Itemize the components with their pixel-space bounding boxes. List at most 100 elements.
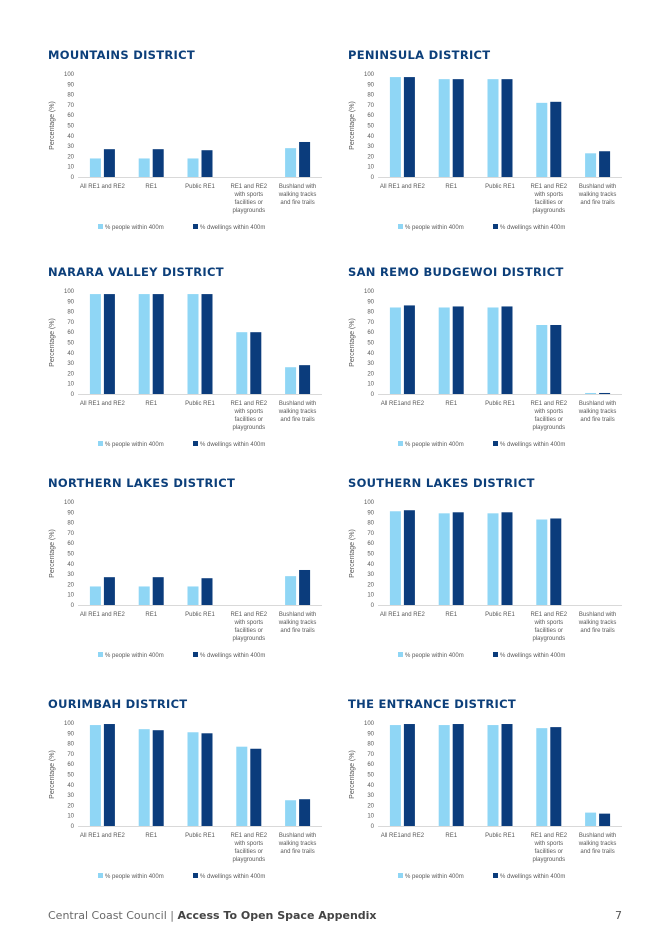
legend-label: % people within 400m <box>405 874 464 880</box>
bar-dwellings <box>501 724 513 826</box>
y-tick-label: 90 <box>367 299 374 305</box>
y-tick-label: 60 <box>67 541 74 547</box>
x-tick-label: with sports <box>233 841 263 847</box>
chart-title: MOUNTAINS DISTRICT <box>48 48 195 62</box>
y-axis-label: Percentage (%) <box>349 529 356 578</box>
x-tick-label: walking tracks <box>278 409 317 415</box>
y-tick-label: 50 <box>67 773 74 779</box>
bar-dwellings <box>201 733 213 826</box>
x-tick-label: playgrounds <box>532 208 565 214</box>
x-tick-label: All RE1 and RE2 <box>80 612 126 618</box>
y-tick-label: 20 <box>367 154 374 160</box>
bar-people <box>89 586 101 605</box>
legend-swatch-dwellings <box>493 652 498 657</box>
bar-people <box>438 725 450 826</box>
legend-label: % people within 400m <box>405 442 464 448</box>
bar-people <box>487 79 499 177</box>
y-tick-label: 60 <box>367 330 374 336</box>
panel-6: OURIMBAH DISTRICT 0 10 20 30 40 50 60 70 80 90 100… <box>40 689 330 899</box>
x-tick-label: RE1 <box>145 612 157 618</box>
x-tick-label: walking tracks <box>578 192 617 198</box>
bar-dwellings <box>599 813 611 826</box>
y-tick-label: 90 <box>67 299 74 305</box>
x-tick-label: Public RE1 <box>485 612 515 618</box>
x-tick-label: facilities or <box>535 849 563 855</box>
y-tick-label: 20 <box>367 582 374 588</box>
x-tick-label: with sports <box>533 620 563 626</box>
y-tick-label: 40 <box>67 562 74 568</box>
y-tick-label: 70 <box>67 320 74 326</box>
legend-swatch-dwellings <box>193 873 198 878</box>
x-tick-label: Public RE1 <box>185 184 215 190</box>
bar-chart: 0 10 20 30 40 50 60 70 80 90 100 Percentage (%) All … <box>49 72 322 231</box>
x-tick-label: RE1 <box>145 833 157 839</box>
y-tick-label: 50 <box>367 773 374 779</box>
bar-dwellings <box>103 294 115 394</box>
y-tick-label: 20 <box>367 371 374 377</box>
bar-dwellings <box>452 724 464 826</box>
y-axis-label: Percentage (%) <box>49 750 56 799</box>
bar-people <box>138 294 150 394</box>
x-tick-label: playgrounds <box>532 636 565 642</box>
y-tick-label: 80 <box>67 742 74 748</box>
x-tick-label: Bushland with <box>579 612 616 618</box>
panel-2: NARARA VALLEY DISTRICT 0 10 20 30 40 50 60 70 80… <box>40 257 330 467</box>
bar-dwellings <box>501 79 513 177</box>
bar-dwellings <box>201 294 213 394</box>
x-tick-label: Bushland with <box>279 612 316 618</box>
legend-swatch-dwellings <box>193 441 198 446</box>
legend-label: % people within 400m <box>105 442 164 448</box>
x-tick-label: RE1 and RE2 <box>530 184 567 190</box>
page-number: 7 <box>615 909 622 922</box>
bar-dwellings <box>103 577 115 605</box>
y-tick-label: 0 <box>71 824 75 830</box>
y-tick-label: 20 <box>67 803 74 809</box>
x-tick-label: facilities or <box>535 628 563 634</box>
y-tick-label: 100 <box>64 500 75 506</box>
x-tick-label: RE1 and RE2 <box>530 612 567 618</box>
y-tick-label: 10 <box>367 593 374 599</box>
y-tick-label: 50 <box>367 341 374 347</box>
bar-chart: 0 10 20 30 40 50 60 70 80 90 100 Percentage (%) All … <box>349 72 622 231</box>
y-tick-label: 20 <box>367 803 374 809</box>
bar-dwellings <box>403 77 415 177</box>
y-tick-label: 60 <box>367 762 374 768</box>
x-tick-label: Bushland with <box>279 184 316 190</box>
legend-label: % people within 400m <box>105 653 164 659</box>
bar-people <box>487 513 499 605</box>
bar-dwellings <box>152 294 164 394</box>
y-tick-label: 60 <box>67 762 74 768</box>
footer-separator: | <box>170 909 174 922</box>
panel-1: PENINSULA DISTRICT 0 10 20 30 40 50 60 70 80 90 10… <box>340 40 630 250</box>
y-tick-label: 0 <box>371 392 375 398</box>
chart-title: NORTHERN LAKES DISTRICT <box>48 476 236 490</box>
y-tick-label: 50 <box>367 124 374 130</box>
x-tick-label: facilities or <box>235 628 263 634</box>
y-tick-label: 10 <box>67 593 74 599</box>
legend-swatch-people <box>398 873 403 878</box>
x-tick-label: facilities or <box>235 417 263 423</box>
x-tick-label: RE1 <box>145 401 157 407</box>
y-tick-label: 40 <box>367 783 374 789</box>
x-tick-label: Public RE1 <box>485 401 515 407</box>
bar-dwellings <box>403 510 415 605</box>
y-tick-label: 70 <box>367 752 374 758</box>
legend-label: % people within 400m <box>405 225 464 231</box>
bar-people <box>438 307 450 394</box>
y-tick-label: 30 <box>367 361 374 367</box>
bar-dwellings <box>250 332 262 394</box>
x-tick-label: All RE1 and RE2 <box>380 612 426 618</box>
y-tick-label: 70 <box>367 103 374 109</box>
y-tick-label: 80 <box>367 742 374 748</box>
bar-people <box>389 511 401 605</box>
bar-people <box>585 153 597 177</box>
y-tick-label: 30 <box>367 793 374 799</box>
legend-label: % dwellings within 400m <box>500 442 565 448</box>
y-tick-label: 40 <box>367 351 374 357</box>
y-tick-label: 50 <box>67 552 74 558</box>
bar-dwellings <box>152 730 164 826</box>
x-tick-label: RE1 and RE2 <box>230 184 267 190</box>
x-tick-label: Public RE1 <box>185 833 215 839</box>
y-tick-label: 100 <box>364 72 375 78</box>
y-tick-label: 70 <box>367 320 374 326</box>
